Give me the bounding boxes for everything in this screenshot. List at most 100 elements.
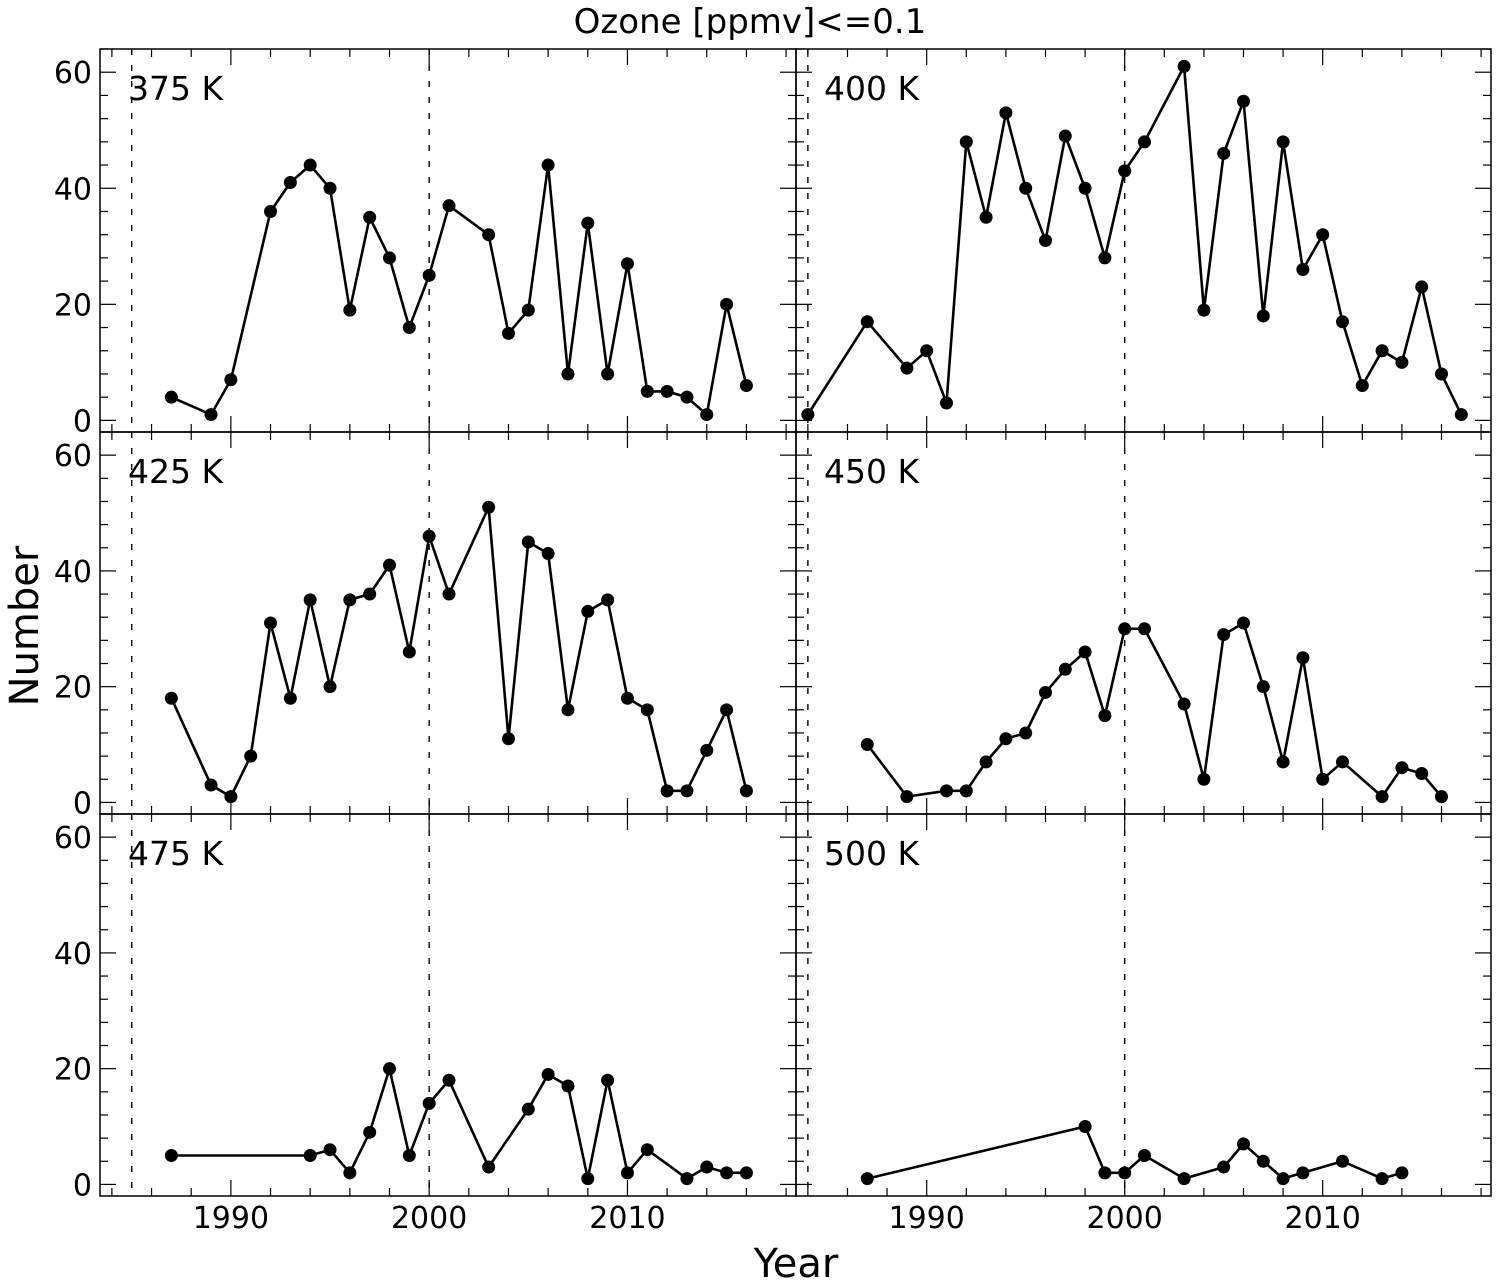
y-tick-label: 40 xyxy=(54,555,92,590)
data-point xyxy=(900,361,914,375)
data-point xyxy=(999,732,1013,746)
data-point xyxy=(363,587,377,601)
series-line xyxy=(171,1067,747,1180)
data-point xyxy=(204,778,218,792)
data-point xyxy=(1335,755,1349,769)
data-point xyxy=(264,616,278,630)
data-point xyxy=(343,303,357,317)
data-point xyxy=(1137,622,1151,636)
data-point xyxy=(343,1166,357,1180)
y-tick-label: 40 xyxy=(54,937,92,972)
data-point xyxy=(720,1166,734,1180)
data-point xyxy=(1256,680,1270,694)
data-point xyxy=(1434,367,1448,381)
data-point xyxy=(1236,94,1250,108)
data-point xyxy=(720,703,734,717)
data-point xyxy=(1335,1154,1349,1168)
data-point xyxy=(1098,709,1112,723)
data-point xyxy=(343,593,357,607)
data-point xyxy=(1256,1154,1270,1168)
data-point xyxy=(1395,1166,1409,1180)
data-point xyxy=(442,1073,456,1087)
plot-frame xyxy=(795,813,1492,1197)
data-point xyxy=(521,1102,535,1116)
series-line xyxy=(806,65,1463,416)
data-point xyxy=(482,1160,496,1174)
data-point xyxy=(1415,766,1429,780)
x-tick-label: 2000 xyxy=(1087,1201,1163,1236)
data-point xyxy=(739,1166,753,1180)
data-point xyxy=(363,1125,377,1139)
y-tick-label: 0 xyxy=(73,404,92,439)
data-point xyxy=(920,344,934,358)
y-tick-label: 20 xyxy=(54,1053,92,1088)
data-point xyxy=(224,373,238,387)
data-point xyxy=(1276,755,1290,769)
data-point xyxy=(581,216,595,230)
data-point xyxy=(1454,408,1468,422)
data-point xyxy=(561,1079,575,1093)
panel-label: 375 K xyxy=(128,69,224,108)
y-axis-label: Number xyxy=(2,545,48,706)
data-point xyxy=(204,408,218,422)
data-point xyxy=(1236,616,1250,630)
y-tick-label: 60 xyxy=(54,439,92,474)
data-point xyxy=(979,210,993,224)
data-point xyxy=(860,1172,874,1186)
panel-label: 450 K xyxy=(824,452,920,491)
data-point xyxy=(283,175,297,189)
data-point xyxy=(264,204,278,218)
data-point xyxy=(660,384,674,398)
series-line xyxy=(866,621,1443,798)
data-point xyxy=(739,379,753,393)
data-point xyxy=(581,1172,595,1186)
data-point xyxy=(959,784,973,798)
data-point xyxy=(860,738,874,752)
data-point xyxy=(1177,1172,1191,1186)
series-line xyxy=(170,163,748,416)
data-point xyxy=(283,691,297,705)
y-tick-label: 60 xyxy=(54,821,92,856)
data-point xyxy=(383,1062,397,1076)
data-point xyxy=(939,784,953,798)
y-tick-label: 40 xyxy=(54,172,92,207)
data-point xyxy=(422,529,436,543)
panel-375K: 0 20 40 60 375 K xyxy=(54,48,797,439)
data-point xyxy=(1118,622,1132,636)
data-point xyxy=(680,784,694,798)
data-point xyxy=(541,547,555,561)
data-point xyxy=(601,1073,615,1087)
data-point xyxy=(581,604,595,618)
x-axis-label: Year xyxy=(753,1241,839,1286)
data-point xyxy=(1415,280,1429,294)
data-point xyxy=(640,1143,654,1157)
data-point xyxy=(442,199,456,213)
data-point xyxy=(1316,772,1330,786)
data-point xyxy=(1019,181,1033,195)
data-point xyxy=(1019,726,1033,740)
data-point xyxy=(402,645,416,659)
data-point xyxy=(860,315,874,329)
y-tick-label: 20 xyxy=(54,671,92,706)
data-point xyxy=(720,297,734,311)
data-point xyxy=(323,1143,337,1157)
x-tick-label: 2010 xyxy=(589,1201,665,1236)
figure-title: Ozone [ppmv]<=0.1 xyxy=(574,2,927,42)
data-point xyxy=(224,790,238,804)
panel-450K: 450 K xyxy=(795,431,1492,815)
data-point xyxy=(1217,1160,1231,1174)
data-point xyxy=(561,367,575,381)
data-point xyxy=(1395,355,1409,369)
data-point xyxy=(541,1067,555,1081)
data-point xyxy=(1276,135,1290,149)
y-tick-label: 60 xyxy=(54,56,92,91)
data-point xyxy=(1375,344,1389,358)
data-point xyxy=(939,396,953,410)
data-point xyxy=(1177,697,1191,711)
data-point xyxy=(422,268,436,282)
data-point xyxy=(1296,651,1310,665)
panel-475K: 0 20 40 60 1990 2000 2010 475 K xyxy=(54,813,797,1236)
data-point xyxy=(561,703,575,717)
data-point xyxy=(700,743,714,757)
data-point xyxy=(1197,772,1211,786)
